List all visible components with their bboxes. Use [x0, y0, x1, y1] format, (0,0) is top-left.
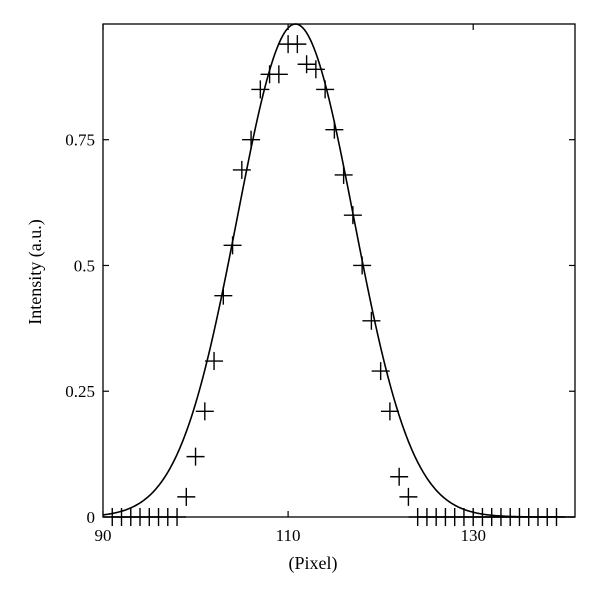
- plot-border: [102, 23, 576, 518]
- data-markers-layer: [103, 35, 566, 526]
- data-point-marker: [380, 402, 399, 421]
- x-tick-label: 130: [460, 526, 486, 545]
- data-point-marker: [297, 55, 316, 74]
- y-tick-label: 0.5: [74, 256, 95, 275]
- data-point-marker: [214, 286, 233, 305]
- data-point-marker: [232, 160, 251, 179]
- gaussian-fit-layer: [102, 23, 575, 518]
- x-tick-label: 110: [276, 526, 301, 545]
- data-point-marker: [177, 487, 196, 506]
- data-point-marker: [371, 362, 390, 381]
- x-axis-label: (Pixel): [289, 553, 338, 574]
- data-point-marker: [205, 352, 224, 371]
- data-point-marker: [390, 467, 409, 486]
- data-point-marker: [343, 206, 362, 225]
- y-axis-label: Intensity (a.u.): [25, 219, 46, 324]
- data-point-marker: [195, 402, 214, 421]
- data-point-marker: [306, 60, 325, 79]
- gaussian-fit-curve: [102, 23, 575, 518]
- data-point-marker: [362, 311, 381, 330]
- data-point-marker: [547, 508, 566, 526]
- plot-frame: [102, 23, 576, 518]
- axis-ticks-layer: 90 110 130 0 0.25 0.5 0.75: [65, 24, 575, 545]
- data-point-marker: [399, 487, 418, 506]
- data-point-marker: [251, 80, 270, 99]
- data-point-marker: [316, 80, 335, 99]
- x-tick-label: 90: [95, 526, 112, 545]
- data-point-marker: [353, 256, 372, 275]
- data-point-marker: [242, 130, 261, 149]
- data-point-marker: [186, 447, 205, 466]
- y-tick-label: 0.25: [65, 382, 95, 401]
- data-point-marker: [269, 65, 288, 84]
- data-point-marker: [288, 35, 307, 54]
- y-tick-label: 0: [87, 508, 96, 527]
- data-point-marker: [325, 120, 344, 139]
- data-point-marker: [223, 236, 242, 255]
- data-point-marker: [334, 165, 353, 184]
- data-point-marker: [168, 508, 187, 526]
- y-tick-label: 0.75: [65, 131, 95, 150]
